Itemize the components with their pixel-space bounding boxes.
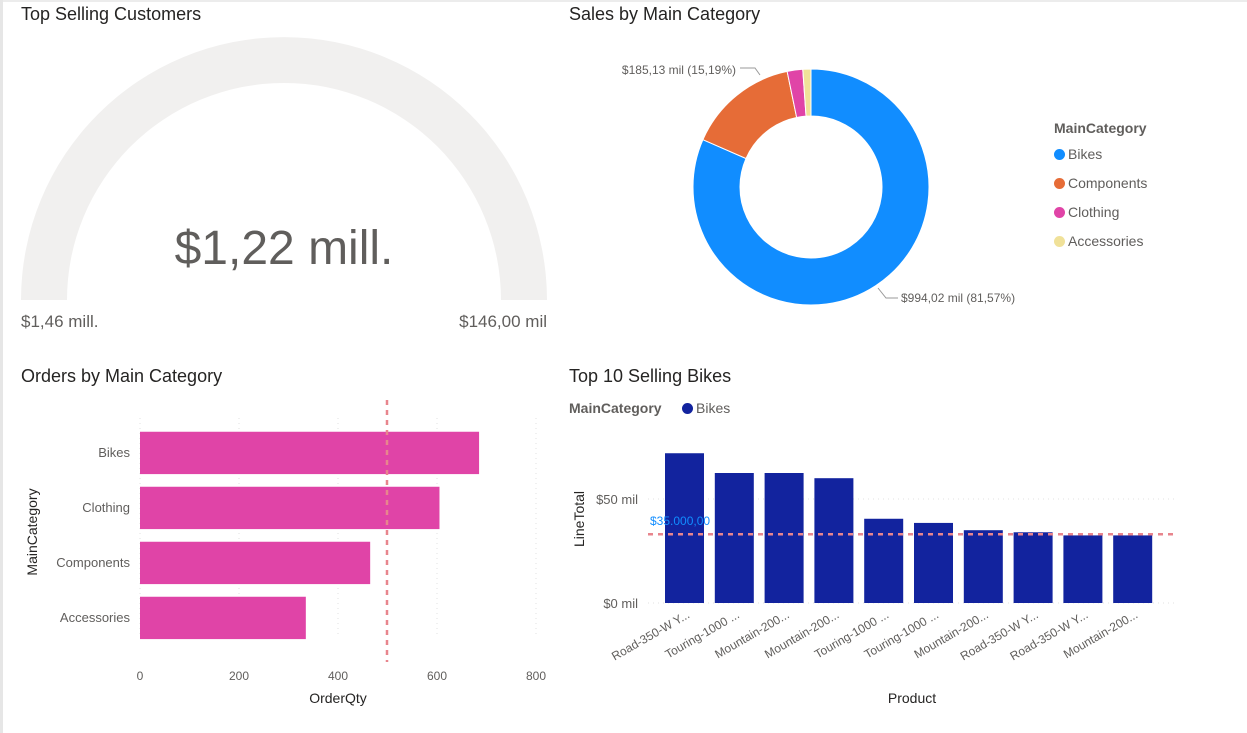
- bikes-reference-label: $35.000,00: [650, 514, 710, 528]
- gauge-chart[interactable]: $1,22 mill. $1,46 mill. $146,00 mil: [0, 30, 560, 340]
- orders-bar-components[interactable]: [140, 541, 371, 585]
- donut-legend-dot: [1054, 177, 1065, 189]
- donut-leader-bikes: [877, 287, 898, 299]
- bikes-legend-title: MainCategory: [569, 400, 662, 416]
- bikes-bar[interactable]: [963, 530, 1003, 603]
- orders-x-tick-label: 200: [229, 669, 249, 683]
- bikes-legend-item[interactable]: Bikes: [682, 400, 730, 416]
- donut-legend-dot: [1054, 148, 1065, 160]
- donut-slices: [692, 68, 930, 306]
- bikes-bar[interactable]: [914, 522, 953, 603]
- donut-legend-item-clothing[interactable]: Clothing: [1054, 204, 1119, 220]
- donut-legend-label: Accessories: [1068, 233, 1144, 249]
- frame-top-border: [0, 0, 1247, 2]
- bikes-bar[interactable]: [864, 518, 904, 603]
- orders-chart[interactable]: 0 200 400 600 800 Bikes Clothing Components Acc…: [0, 390, 560, 720]
- orders-title: Orders by Main Category: [21, 366, 223, 386]
- donut-legend-dot: [1054, 206, 1065, 218]
- donut-leader-components: [740, 67, 761, 76]
- orders-y-tick-label: Accessories: [60, 610, 131, 625]
- bikes-legend-dot: [682, 402, 693, 414]
- bikes-bar[interactable]: [1063, 535, 1103, 603]
- orders-bar-accessories[interactable]: [140, 596, 306, 640]
- bikes-title: Top 10 Selling Bikes: [569, 366, 732, 386]
- bikes-bar[interactable]: [814, 478, 854, 603]
- frame-left-border: [0, 0, 3, 733]
- gauge-min-label: $1,46 mill.: [21, 312, 98, 331]
- donut-slice-components[interactable]: [702, 70, 798, 160]
- orders-x-axis-title: OrderQty: [309, 690, 367, 706]
- orders-x-tick-label: 800: [526, 669, 546, 683]
- orders-y-axis-title: MainCategory: [24, 488, 40, 575]
- donut-label-bikes: $994,02 mil (81,57%): [901, 291, 1015, 305]
- bikes-chart[interactable]: $0 mil $50 mil Road-350-W Y...Touring-100…: [560, 420, 1200, 720]
- donut-title: Sales by Main Category: [569, 4, 761, 24]
- donut-legend-label: Components: [1068, 175, 1148, 191]
- bikes-x-axis-title: Product: [888, 690, 936, 706]
- bikes-bar[interactable]: [764, 473, 804, 603]
- bikes-y-axis-title: LineTotal: [571, 491, 587, 547]
- bikes-bars: Road-350-W Y...Touring-1000 ...Mountain-…: [609, 453, 1153, 663]
- gauge-max-label: $146,00 mil: [459, 312, 547, 331]
- bikes-bar[interactable]: [1113, 535, 1153, 603]
- orders-bar-bikes[interactable]: [140, 431, 480, 475]
- orders-bar-clothing[interactable]: [140, 486, 440, 530]
- bikes-reference-line: $35.000,00: [648, 514, 1176, 536]
- bikes-bar[interactable]: [714, 473, 754, 603]
- donut-legend-item-components[interactable]: Components: [1054, 175, 1147, 191]
- donut-legend-item-bikes[interactable]: Bikes: [1054, 146, 1102, 162]
- gauge-track: [21, 37, 547, 301]
- gauge-title: Top Selling Customers: [21, 4, 202, 24]
- donut-legend-title: MainCategory: [1054, 120, 1147, 136]
- donut-legend-dot: [1054, 235, 1065, 247]
- orders-x-tick-label: 600: [427, 669, 447, 683]
- bikes-bar[interactable]: [1013, 532, 1053, 603]
- orders-x-tick-label: 400: [328, 669, 348, 683]
- orders-y-tick-label: Components: [56, 555, 130, 570]
- bikes-y-tick-label: $0 mil: [603, 596, 638, 611]
- donut-legend-item-accessories[interactable]: Accessories: [1054, 233, 1143, 249]
- orders-y-tick-label: Bikes: [98, 445, 130, 460]
- bikes-y-tick-label: $50 mil: [596, 492, 638, 507]
- bikes-bar[interactable]: [665, 453, 704, 603]
- donut-legend-label: Bikes: [1068, 146, 1103, 162]
- gauge-value-label: $1,22 mill.: [175, 222, 394, 275]
- donut-slice-accessories[interactable]: [802, 68, 812, 117]
- orders-bars: Bikes Clothing Components Accessories: [56, 431, 480, 640]
- donut-label-components: $185,13 mil (15,19%): [622, 63, 736, 77]
- donut-slice-bikes[interactable]: [692, 68, 930, 306]
- orders-y-tick-label: Clothing: [82, 500, 130, 515]
- bikes-legend-label: Bikes: [696, 400, 731, 416]
- orders-x-tick-label: 0: [137, 669, 144, 683]
- donut-legend-label: Clothing: [1068, 204, 1120, 220]
- donut-chart[interactable]: $185,13 mil (15,19%) $994,02 mil (81,57%…: [560, 30, 1060, 330]
